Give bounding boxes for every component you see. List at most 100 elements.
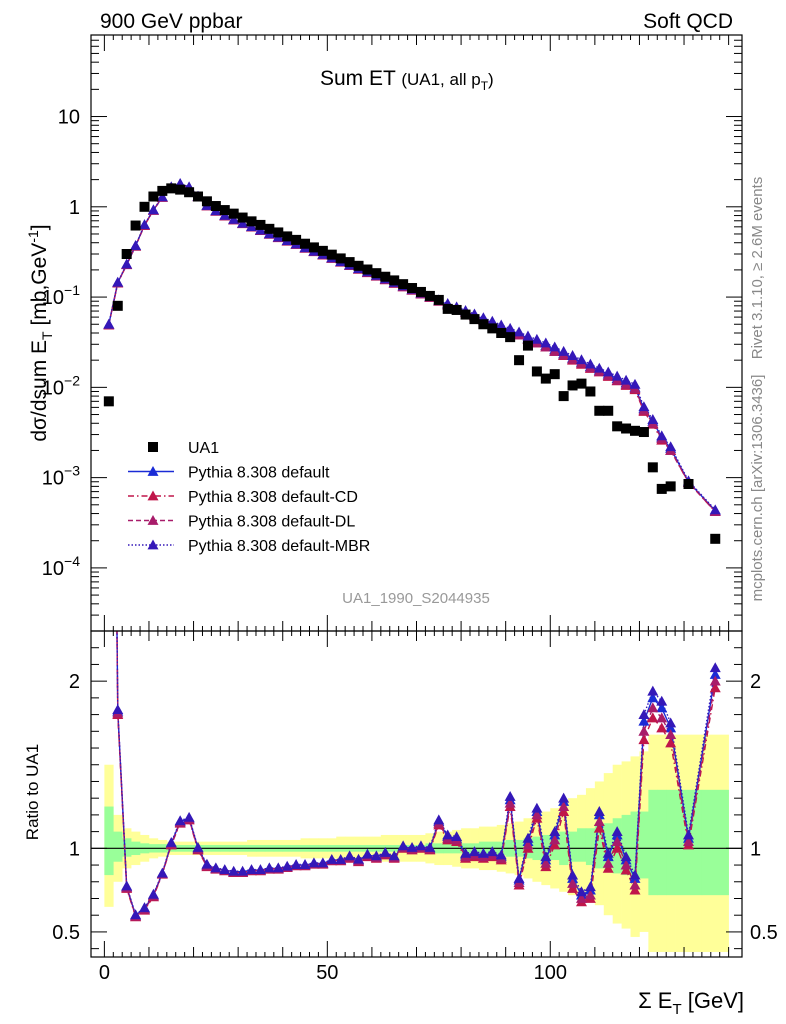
data-point (326, 249, 337, 260)
ratio-point-3 (165, 836, 177, 847)
uncertainty-band-inner (104, 806, 114, 876)
ratio-point-3 (272, 862, 284, 873)
data-point (389, 275, 400, 286)
side-label-top: Rivet 3.1.10, ≥ 2.6M events (749, 177, 766, 360)
y-tick-label: 10−3 (42, 463, 80, 490)
series-point-3 (103, 318, 115, 329)
main-x-ticks (103, 35, 730, 631)
ratio-point-3 (647, 685, 659, 696)
ratio-point-2 (647, 702, 659, 713)
series-point-3 (228, 213, 240, 224)
legend-marker (147, 490, 159, 501)
uncertainty-band-inner (577, 828, 587, 862)
ratio-point-3 (575, 886, 587, 897)
data-point (300, 238, 311, 249)
data-point (603, 405, 614, 416)
data-point (407, 283, 418, 294)
ratio-point-3 (549, 826, 561, 837)
series-point-3 (495, 319, 507, 330)
series-line-3 (108, 182, 716, 511)
ratio-point-3 (656, 695, 668, 706)
ratio-point-2 (558, 801, 570, 811)
ratio-point-3 (156, 867, 168, 878)
data-point (210, 201, 221, 212)
data-point (157, 185, 168, 196)
ratio-point-3 (361, 848, 373, 859)
ratio-point-3 (682, 829, 694, 840)
ratio-point-1 (558, 806, 570, 816)
ratio-point-1 (629, 884, 641, 895)
data-point (335, 253, 346, 264)
series-point-3 (656, 430, 668, 441)
data-point (193, 191, 204, 202)
data-point (424, 290, 435, 301)
ratio-point-2 (709, 675, 721, 686)
series-line-0 (108, 183, 716, 512)
ratio-point-3 (388, 850, 400, 861)
series-point-3 (504, 322, 516, 333)
series-line-1 (108, 183, 716, 513)
ratio-point-3 (424, 841, 436, 852)
ratio-point-3 (317, 857, 329, 868)
uncertainty-band-inner (113, 831, 123, 862)
data-point (103, 396, 114, 407)
legend-marker (148, 442, 158, 452)
ratio-point-2 (522, 839, 534, 850)
series-point-3 (540, 337, 552, 348)
ratio-point-0 (709, 668, 721, 679)
ratio-point-3 (415, 840, 427, 851)
data-point (638, 427, 649, 438)
ratio-point-3 (638, 709, 650, 719)
ratio-point-3 (620, 851, 632, 862)
ratio-point-3 (397, 840, 409, 851)
ratio-point-2 (611, 836, 623, 847)
series-point-3 (602, 366, 614, 377)
ratio-point-3 (451, 831, 463, 842)
x-axis-label: Σ ET [GeV] (638, 988, 744, 1018)
ratio-plot-area (91, 631, 742, 952)
series-point-3 (709, 504, 721, 515)
ratio-point-3 (495, 849, 507, 860)
data-point (514, 355, 525, 366)
data-point (522, 340, 533, 351)
ratio-point-3 (246, 864, 258, 874)
ratio-point-3 (308, 857, 320, 868)
ratio-point-1 (656, 722, 668, 733)
data-point (353, 260, 364, 271)
analysis-watermark: UA1_1990_S2044935 (342, 590, 490, 607)
ratio-point-2 (682, 836, 694, 847)
ratio-point-3 (228, 865, 240, 876)
ratio-point-3 (567, 869, 579, 880)
ratio-point-1 (647, 712, 659, 723)
data-point (228, 208, 239, 219)
ratio-point-3 (299, 859, 311, 869)
uncertainty-band-inner (657, 789, 667, 896)
ratio-point-3 (201, 858, 213, 869)
ratio-point-1 (593, 822, 605, 833)
ratio-point-1 (567, 882, 579, 893)
uncertainty-band-inner (630, 811, 640, 879)
uncertainty-band-inner (639, 811, 649, 879)
ratio-point-3 (709, 662, 721, 673)
uncertainty-band-inner (594, 824, 605, 869)
ratio-y-tick-label: 2 (69, 671, 80, 693)
series-point-3 (237, 217, 249, 228)
legend-label: Pythia 8.308 default-MBR (188, 538, 370, 555)
data-point (246, 216, 257, 227)
data-point (558, 391, 569, 402)
data-point (478, 319, 489, 330)
ratio-point-2 (549, 834, 561, 845)
main-plot-area (103, 178, 721, 544)
legend-label: Pythia 8.308 default-CD (188, 489, 358, 506)
data-point (282, 231, 293, 242)
data-point (656, 483, 667, 494)
ratio-point-2 (656, 712, 668, 723)
ratio-y-axis-label: Ratio to UA1 (23, 744, 42, 840)
data-point (683, 478, 694, 489)
ratio-point-1 (638, 734, 650, 745)
uncertainty-band-inner (122, 838, 132, 857)
series-point-3 (513, 326, 525, 337)
uncertainty-band-inner (648, 789, 658, 896)
series-point-3 (486, 315, 498, 326)
